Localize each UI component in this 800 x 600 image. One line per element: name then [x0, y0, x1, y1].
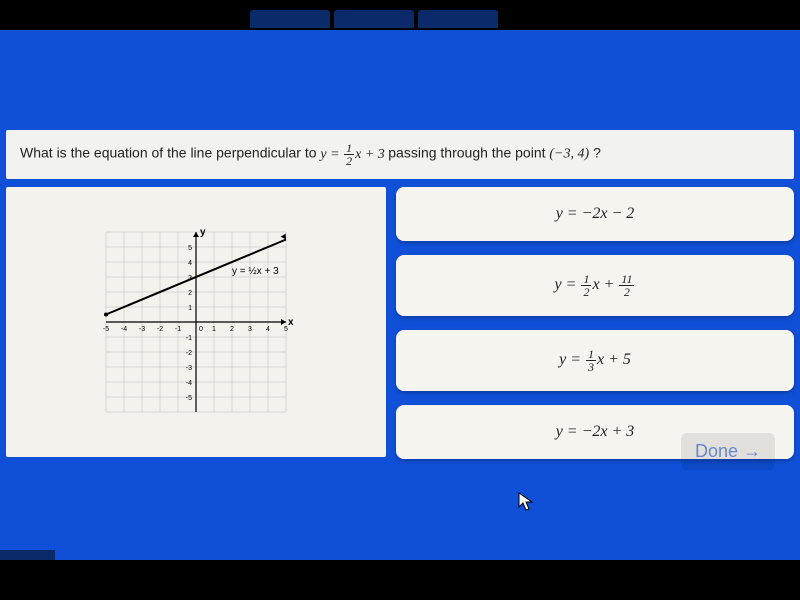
answer-option-3[interactable]: y = 13x + 5: [396, 330, 794, 391]
svg-text:-2: -2: [157, 326, 163, 333]
svg-text:x: x: [288, 317, 294, 328]
content-row: -5-4-3-2-1012345-5-4-3-2-112345 y = ½x +…: [6, 187, 794, 459]
graph-panel: -5-4-3-2-1012345-5-4-3-2-112345 y = ½x +…: [6, 187, 386, 457]
svg-text:2: 2: [188, 290, 192, 297]
question-mid: passing through the point: [388, 145, 549, 161]
svg-text:-4: -4: [186, 380, 192, 387]
question-suffix: ?: [593, 145, 601, 161]
bottom-left-accent: [0, 550, 55, 560]
fraction: 12: [344, 142, 354, 167]
tab[interactable]: [334, 10, 414, 28]
answers-panel: y = −2x − 2 y = 12x + 112 y = 13x + 5 y …: [396, 187, 794, 459]
svg-text:y = ½x + 3: y = ½x + 3: [232, 266, 279, 277]
answer-option-2[interactable]: y = 12x + 112: [396, 255, 794, 316]
svg-text:4: 4: [266, 326, 270, 333]
svg-text:-4: -4: [121, 326, 127, 333]
svg-text:-5: -5: [103, 326, 109, 333]
svg-text:0: 0: [199, 326, 203, 333]
svg-text:-2: -2: [186, 350, 192, 357]
svg-text:5: 5: [188, 245, 192, 252]
done-button[interactable]: Done →: [681, 433, 775, 470]
svg-text:-1: -1: [175, 326, 181, 333]
svg-text:-5: -5: [186, 395, 192, 402]
svg-text:2: 2: [230, 326, 234, 333]
tab[interactable]: [250, 10, 330, 28]
question-bar: What is the equation of the line perpend…: [6, 130, 794, 179]
svg-text:-1: -1: [186, 335, 192, 342]
mouse-cursor-icon: [518, 492, 534, 512]
bottom-black-bar: [0, 560, 800, 600]
svg-text:1: 1: [188, 305, 192, 312]
answer-option-1[interactable]: y = −2x − 2: [396, 187, 794, 241]
svg-text:-3: -3: [139, 326, 145, 333]
question-prefix: What is the equation of the line perpend…: [20, 145, 320, 161]
question-equation: y = 12x + 3: [320, 147, 388, 162]
svg-text:4: 4: [188, 260, 192, 267]
question-point: (−3, 4): [549, 147, 589, 162]
svg-text:y: y: [200, 227, 206, 238]
tab[interactable]: [418, 10, 498, 28]
svg-text:-3: -3: [186, 365, 192, 372]
coordinate-graph: -5-4-3-2-1012345-5-4-3-2-112345 y = ½x +…: [86, 212, 306, 432]
browser-tabs: [250, 10, 498, 28]
svg-text:1: 1: [212, 326, 216, 333]
svg-text:3: 3: [248, 326, 252, 333]
